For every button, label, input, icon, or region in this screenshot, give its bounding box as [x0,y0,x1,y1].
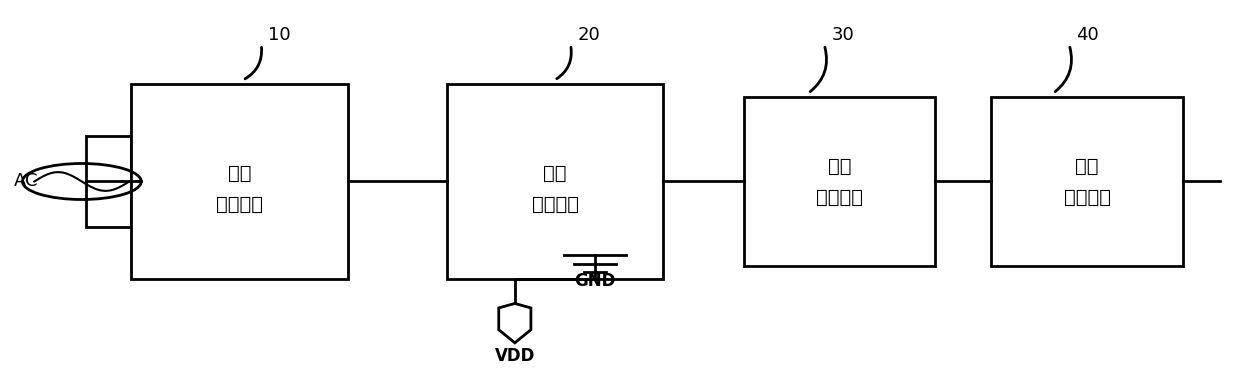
Text: 电平
转换模块: 电平 转换模块 [816,156,863,206]
Polygon shape [498,304,531,343]
Text: AC: AC [14,172,38,191]
Text: 整流
分压模块: 整流 分压模块 [216,164,263,214]
Text: 液晶
显示装置: 液晶 显示装置 [1064,156,1111,206]
Bar [131,84,347,279]
Bar [86,136,131,226]
Text: 分压
控制模块: 分压 控制模块 [532,164,579,214]
Text: 40: 40 [1076,26,1099,44]
Bar [446,84,663,279]
Text: 20: 20 [578,26,600,44]
Text: 30: 30 [831,26,854,44]
Text: GND: GND [574,272,616,290]
Text: 10: 10 [268,26,291,44]
Bar [744,97,935,266]
Text: VDD: VDD [495,347,534,365]
Bar [991,97,1183,266]
